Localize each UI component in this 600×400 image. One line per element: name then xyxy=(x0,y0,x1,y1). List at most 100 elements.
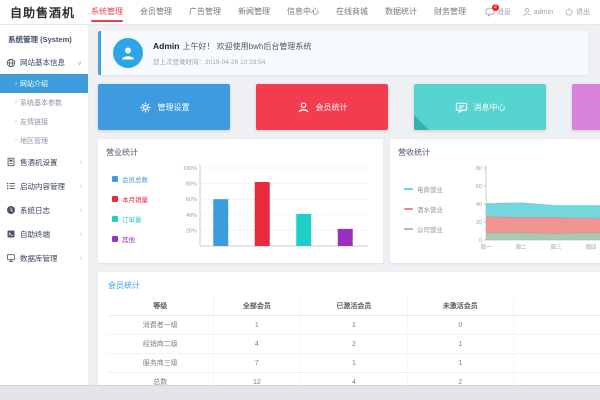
legend-item[interactable]: 其他 xyxy=(112,234,172,244)
table-cell: 服务商三级 xyxy=(108,353,214,373)
svg-text:周三: 周三 xyxy=(550,244,562,251)
log-icon xyxy=(6,205,16,215)
message-badge: 2 xyxy=(491,4,499,11)
sidebar-item-site-info[interactable]: 网站基本信息 ∨ xyxy=(0,52,88,74)
legend-swatch xyxy=(112,216,118,222)
sidebar-item-label: 网站基本信息 xyxy=(20,58,65,67)
sidebar-item-label: 自助终端 xyxy=(20,229,50,239)
sidebar-submenu: › 网站介绍 › 系统基本参数 › 友情链接 › 地区管理 xyxy=(0,74,88,150)
list-icon xyxy=(6,181,16,191)
chevron-right-icon: › xyxy=(79,158,82,166)
sidebar-item[interactable]: 售酒机设置 › xyxy=(0,150,88,174)
legend-item[interactable]: 电商营业 xyxy=(404,184,464,194)
svg-text:20%: 20% xyxy=(186,228,197,234)
legend-swatch xyxy=(112,236,118,242)
app-logo: 自助售酒机 xyxy=(10,5,76,20)
machine-icon xyxy=(6,157,16,167)
sidebar-subitem-label: 地区管理 xyxy=(20,137,48,145)
legend-swatch xyxy=(112,176,118,182)
svg-text:0: 0 xyxy=(479,238,482,244)
top-nav-item[interactable]: 新闻管理 xyxy=(238,7,271,16)
legend-item[interactable]: 订单量 xyxy=(112,214,172,224)
bar-chart: 100% 80% 60% 40% 20% xyxy=(183,165,368,247)
table-cell: 2 xyxy=(300,334,408,354)
table-cell: 1 xyxy=(300,315,408,335)
top-nav-item[interactable]: 广告管理 xyxy=(189,7,222,16)
sidebar-subitem-label: 系统基本参数 xyxy=(20,99,62,107)
table-cell: 1 xyxy=(407,334,515,354)
chevron-up-icon: ∨ xyxy=(77,59,82,67)
quick-action-button[interactable]: 会员统计 xyxy=(256,84,388,130)
quick-action-button-cropped[interactable] xyxy=(572,84,600,130)
table-cell xyxy=(513,315,600,335)
sidebar-item[interactable]: 启动内容管理 › xyxy=(0,174,88,198)
legend-label: 公司营业 xyxy=(417,227,443,234)
greeting-line: Admin 上午好！ 欢迎使用bwh后台管理系统 xyxy=(153,41,311,52)
top-nav-item[interactable]: 系统管理 xyxy=(91,0,124,24)
user-icon xyxy=(297,101,310,114)
area-chart: 020406080周一周二周三周四周五周六周日 xyxy=(476,165,600,251)
bar-chart-card: 营业统计 会员总数 本月销量 订单量 其他 100% 80% 60% 40% 20% xyxy=(98,139,383,263)
svg-text:60: 60 xyxy=(476,184,482,190)
sidebar-item-label: 系统日志 xyxy=(20,205,50,215)
sidebar-subitem[interactable]: › 系统基本参数 xyxy=(0,93,88,112)
svg-text:20: 20 xyxy=(476,220,482,226)
table-column-header: 未激活会员 xyxy=(407,297,515,316)
bullet-icon: › xyxy=(15,80,17,87)
top-bar: 自助售酒机 系统管理 会员管理 广告管理 新闻管理 信息中心 在线商城 数据统计 财务管理 2… xyxy=(0,0,600,25)
sidebar-subitem[interactable]: › 网站介绍 xyxy=(0,74,88,93)
user-label: admin xyxy=(533,8,553,16)
table-row: 消费者一级 1 1 0 xyxy=(108,315,600,335)
bullet-icon: › xyxy=(15,99,17,106)
table-cell: 1 xyxy=(213,315,302,335)
top-nav-item[interactable]: 会员管理 xyxy=(140,7,173,16)
person-icon xyxy=(522,7,532,17)
legend-item[interactable]: 酒水营业 xyxy=(404,204,464,214)
legend-item[interactable]: 本月销量 xyxy=(112,194,172,204)
top-nav-item[interactable]: 数据统计 xyxy=(385,7,418,16)
table-cell: 消费者一级 xyxy=(108,315,214,335)
svg-text:40%: 40% xyxy=(186,213,197,219)
welcome-banner: Admin 上午好！ 欢迎使用bwh后台管理系统 您上次登录时间：2019-04-… xyxy=(98,31,588,75)
quick-action-button[interactable]: 管理设置 xyxy=(98,84,230,130)
svg-text:40: 40 xyxy=(476,202,482,208)
legend-swatch xyxy=(404,228,413,230)
top-nav-item[interactable]: 在线商城 xyxy=(336,7,369,16)
sidebar-subitem[interactable]: › 地区管理 xyxy=(0,131,88,150)
globe-icon xyxy=(6,58,16,68)
legend-label: 电商营业 xyxy=(417,187,443,194)
bullet-icon: › xyxy=(15,118,17,125)
messages-label: 消息 xyxy=(496,9,511,16)
legend-item[interactable]: 公司营业 xyxy=(404,224,464,234)
sidebar-item[interactable]: 自助终端 › xyxy=(0,222,88,246)
gear-icon xyxy=(139,101,152,114)
top-nav: 系统管理 会员管理 广告管理 新闻管理 信息中心 在线商城 数据统计 财务管理 xyxy=(91,0,477,24)
table-cell: 总数 xyxy=(108,372,214,386)
legend-item[interactable]: 会员总数 xyxy=(112,174,172,184)
message-icon xyxy=(455,101,468,114)
quick-action-button[interactable]: 消息中心 xyxy=(414,84,546,130)
logout-button[interactable]: 退出 xyxy=(564,7,590,17)
user-menu[interactable]: admin xyxy=(522,7,553,17)
main-content: Admin 上午好！ 欢迎使用bwh后台管理系统 您上次登录时间：2019-04-… xyxy=(88,24,600,386)
top-nav-item[interactable]: 信息中心 xyxy=(287,7,320,16)
top-nav-item[interactable]: 财务管理 xyxy=(434,7,467,16)
sidebar-item-label: 数据库管理 xyxy=(20,253,58,263)
svg-text:周一: 周一 xyxy=(480,244,492,251)
area-chart-title: 营收统计 xyxy=(398,148,430,157)
sidebar-item[interactable]: 数据库管理 › xyxy=(0,246,88,270)
table-cell: 2 xyxy=(407,372,515,386)
topbar-right: 2 消息 admin 退出 xyxy=(477,4,600,17)
database-icon xyxy=(6,253,16,263)
member-stats-title: 会员统计 xyxy=(108,281,140,290)
svg-text:周二: 周二 xyxy=(515,244,527,251)
legend-swatch xyxy=(112,196,118,202)
sidebar-subitem[interactable]: › 友情链接 xyxy=(0,112,88,131)
messages-button[interactable]: 2 消息 xyxy=(485,4,511,17)
sidebar: 系统管理 (System) 网站基本信息 ∨ › 网站介绍 › 系统基本参数 › 友情链接… xyxy=(0,24,89,386)
table-cell xyxy=(513,372,600,386)
table-cell: 1 xyxy=(407,353,515,373)
chevron-right-icon: › xyxy=(79,206,82,214)
sidebar-item[interactable]: 系统日志 › xyxy=(0,198,88,222)
svg-text:周四: 周四 xyxy=(585,244,596,251)
